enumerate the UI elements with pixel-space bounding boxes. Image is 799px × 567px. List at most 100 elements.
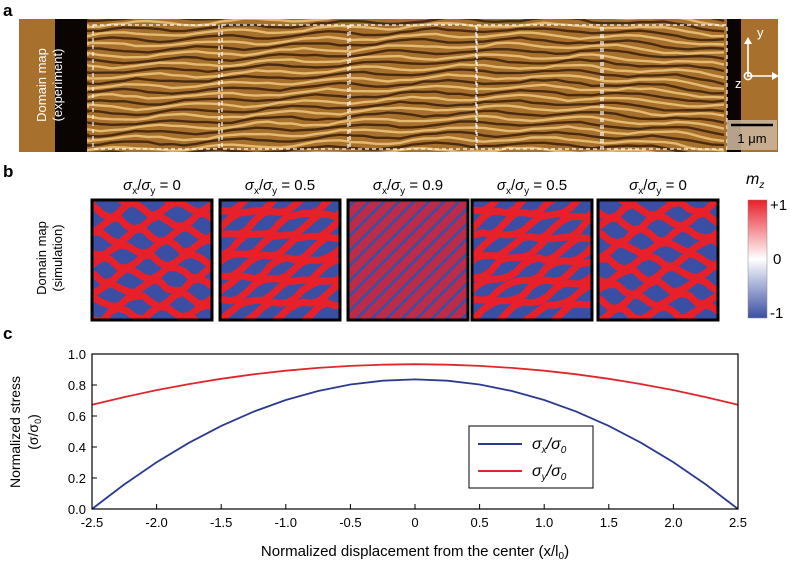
experiment-domain-stripe: [86, 93, 725, 112]
sim-domain-stripe: [298, 299, 340, 320]
experiment-domain-stripe: [86, 109, 725, 127]
colorbar-title: mz: [746, 171, 764, 191]
legend-label-sigma-x: σx/σ0: [532, 436, 567, 456]
sim-domain-stripe: [598, 223, 718, 247]
x-axis-label: Normalized displacement from the center …: [261, 543, 569, 562]
sim-domain-stripe: [87, 343, 215, 363]
x-tick-label: 2.0: [664, 515, 682, 530]
experiment-domain-stripe: [86, 73, 725, 91]
x-tick-label: 0.5: [471, 515, 489, 530]
experiment-domain-stripe: [86, 21, 725, 38]
experiment-domain-stripe: [86, 19, 725, 33]
y-tick-label: 1.0: [68, 347, 86, 362]
sim-domain-stripe: [99, 313, 202, 320]
colorbar: mz +1 0 -1: [746, 171, 787, 322]
experiment-domain-stripe: [86, 104, 725, 121]
sim-domain-stripe: [472, 241, 592, 304]
sim-domain-stripe: [402, 254, 468, 320]
experiment-domain-stripe: [86, 78, 725, 95]
sim-domain-stripe: [220, 200, 225, 204]
panel-b-letter: b: [3, 162, 13, 181]
x-tick-label: 1.5: [600, 515, 618, 530]
simulation-label-line2: (simulation): [50, 224, 65, 291]
sim-domain-stripe: [472, 215, 592, 282]
experiment-domain-stripe: [86, 141, 689, 152]
experiment-domain-stripe: [86, 120, 725, 138]
experiment-label-line2: (experiment): [50, 49, 65, 122]
simulation-maps: σx/σy = 0 σx/σy = 0.5 σx/σy = 0.9 σx/σy = 0…: [87, 177, 721, 363]
sim-domain-stripe: [593, 345, 721, 359]
sample-edge-right: [727, 19, 741, 152]
colorbar-gradient: [747, 199, 768, 319]
experiment-domain-map: Domain map (experiment) y x z 1 μm: [19, 19, 787, 152]
sim-domain-stripe: [598, 249, 718, 274]
sim-domain-stripe: [472, 200, 530, 233]
sim-domain-stripe: [220, 200, 335, 259]
y-tick-label: 0.4: [68, 440, 86, 455]
sim-map-frame: [470, 198, 594, 322]
sim-map-title: σx/σy = 0.5: [245, 177, 315, 197]
sim-map-4: σx/σy = 0.5: [470, 177, 594, 322]
experiment-domain-stripe: [86, 68, 725, 86]
colorbar-max-label: +1: [770, 197, 787, 214]
experiment-domain-stripe: [87, 83, 725, 100]
sim-domain-stripe: [87, 329, 215, 349]
analysis-region-box: [602, 24, 728, 150]
sim-domain-stripe: [472, 200, 501, 215]
panel-c-letter: c: [3, 324, 12, 343]
panel-a-letter: a: [3, 1, 13, 20]
sim-domain-stripe: [372, 224, 468, 320]
sim-domain-stripe: [348, 200, 444, 296]
sim-domain-stripe: [472, 271, 592, 320]
series-sigma-x-line: [91, 378, 739, 510]
x-tick-label: -1.0: [275, 515, 297, 530]
axis-x-label: x: [780, 68, 787, 83]
sim-domain-stripe: [92, 301, 212, 320]
experiment-domain-stripe: [86, 57, 725, 75]
sim-domain-stripe: [593, 329, 721, 347]
experiment-domain-stripe: [86, 114, 725, 133]
sim-domain-stripe: [472, 208, 592, 267]
z-axis-dot: [746, 74, 750, 78]
legend: σx/σ0 σy/σ0: [468, 425, 594, 489]
sim-domain-stripe: [220, 200, 279, 232]
sim-map-2: σx/σy = 0.5: [218, 177, 342, 322]
experiment-domain-stripe: [305, 146, 658, 152]
sim-domain-stripe: [92, 209, 212, 236]
sim-domain-stripe: [348, 200, 384, 236]
x-tick-label: -2.5: [81, 515, 103, 530]
sim-domain-stripe: [220, 256, 340, 320]
x-tick-label: -0.5: [339, 515, 361, 530]
sim-map-title: σx/σy = 0.5: [497, 177, 567, 197]
sim-map-frame: [346, 198, 470, 322]
sim-domain-stripe: [348, 200, 399, 251]
sim-domain-stripe: [220, 233, 340, 296]
axis-triad: [743, 37, 779, 81]
sim-domain-stripe: [348, 200, 468, 320]
legend-box: [468, 425, 594, 489]
sim-domain-stripe: [92, 275, 212, 299]
sim-map-title: σx/σy = 0: [123, 177, 181, 197]
sim-domain-stripe: [472, 234, 592, 296]
experiment-domain-stripe: [87, 26, 725, 44]
axis-y-label: y: [757, 25, 764, 40]
sim-domain-stripe: [348, 200, 414, 266]
sim-domain-stripe: [220, 244, 340, 305]
series-sigma-y-line: [91, 363, 739, 406]
legend-label-sigma-y: σy/σ0: [532, 463, 567, 483]
analysis-region-box: [476, 24, 602, 150]
analysis-region-box: [349, 24, 477, 150]
sim-domain-stripe: [357, 209, 468, 320]
experiment-domain-stripe: [86, 47, 725, 65]
analysis-region-box: [221, 24, 349, 150]
sim-domain-stripe: [92, 223, 212, 248]
y-axis-label-line2: (σ/σ0): [25, 414, 43, 450]
z-axis-dot-ring: [743, 71, 753, 81]
sim-domain-stripe: [92, 250, 212, 272]
experiment-domain-stripe: [86, 135, 725, 152]
sim-map-1: σx/σy = 0: [87, 177, 215, 363]
sim-domain-stripe: [598, 275, 718, 300]
plot-frame: [91, 353, 739, 510]
sample-edge-left: [55, 19, 87, 152]
